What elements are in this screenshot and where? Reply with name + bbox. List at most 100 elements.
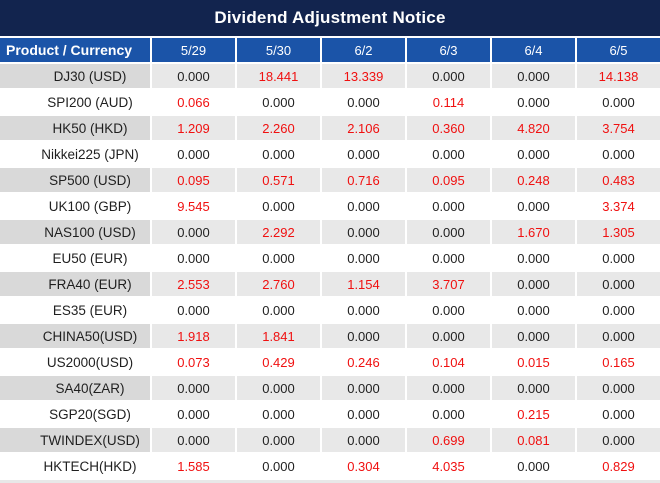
dividend-value: 0.095 bbox=[407, 168, 490, 192]
dividend-value: 0.000 bbox=[177, 146, 210, 162]
table-row: CHINA50(USD) 1.918 1.841 0.000 0.000 0.000 0.0… bbox=[0, 324, 660, 348]
dividend-value: 0.000 bbox=[432, 302, 465, 318]
dividend-value: 0.000 bbox=[407, 324, 490, 348]
dividend-value: 0.104 bbox=[432, 354, 465, 370]
dividend-value: 0.000 bbox=[152, 220, 235, 244]
table-row: Nikkei225 (JPN) 0.000 0.000 0.000 0.000 0.000… bbox=[0, 142, 660, 166]
product-name: FRA40 (EUR) bbox=[0, 272, 150, 296]
dividend-value: 0.095 bbox=[152, 168, 235, 192]
dividend-value: 0.000 bbox=[237, 428, 320, 452]
table-row: TWINDEX(USD) 0.000 0.000 0.000 0.699 0.081 0.0… bbox=[0, 428, 660, 452]
dividend-value: 2.292 bbox=[237, 220, 320, 244]
dividend-value: 0.000 bbox=[177, 302, 210, 318]
product-name: EU50 (EUR) bbox=[52, 250, 128, 266]
dividend-value: 0.000 bbox=[492, 64, 575, 88]
dividend-value: 4.820 bbox=[492, 116, 575, 140]
dividend-value: 0.000 bbox=[517, 198, 550, 214]
dividend-value: 3.374 bbox=[602, 198, 635, 214]
dividend-value: 0.000 bbox=[407, 220, 490, 244]
dividend-value: 0.000 bbox=[262, 250, 295, 266]
dividend-value: 2.106 bbox=[322, 116, 405, 140]
product-name: NAS100 (USD) bbox=[0, 220, 150, 244]
dividend-value: 0.000 bbox=[577, 428, 660, 452]
dividend-value: 0.000 bbox=[152, 376, 235, 400]
product-name: DJ30 (USD) bbox=[0, 64, 150, 88]
table-row: NAS100 (USD) 0.000 2.292 0.000 0.000 1.670 1.3… bbox=[0, 220, 660, 244]
table-row: SGP20(SGD) 0.000 0.000 0.000 0.000 0.215 0.000 bbox=[0, 402, 660, 426]
dividend-value: 1.918 bbox=[152, 324, 235, 348]
dividend-value: 1.305 bbox=[577, 220, 660, 244]
dividend-value: 0.000 bbox=[602, 94, 635, 110]
dividend-value: 0.000 bbox=[432, 250, 465, 266]
product-name: ES35 (EUR) bbox=[52, 302, 128, 318]
dividend-value: 2.553 bbox=[152, 272, 235, 296]
dividend-value: 0.073 bbox=[177, 354, 210, 370]
dividend-value: 0.246 bbox=[347, 354, 380, 370]
dividend-value: 0.000 bbox=[177, 250, 210, 266]
table-row: ES35 (EUR) 0.000 0.000 0.000 0.000 0.000 0.000 bbox=[0, 298, 660, 322]
product-name: SP500 (USD) bbox=[0, 168, 150, 192]
dividend-value: 0.215 bbox=[517, 406, 550, 422]
table-row: SP500 (USD) 0.095 0.571 0.716 0.095 0.248 0.48… bbox=[0, 168, 660, 192]
dividend-value: 0.000 bbox=[602, 146, 635, 162]
dividend-value: 0.000 bbox=[492, 272, 575, 296]
dividend-value: 2.760 bbox=[237, 272, 320, 296]
dividend-value: 0.000 bbox=[237, 376, 320, 400]
dividend-value: 0.000 bbox=[577, 324, 660, 348]
dividend-value: 1.585 bbox=[177, 458, 210, 474]
dividend-value: 0.000 bbox=[347, 406, 380, 422]
dividend-value: 0.165 bbox=[602, 354, 635, 370]
dividend-value: 0.483 bbox=[577, 168, 660, 192]
dividend-value: 0.000 bbox=[577, 376, 660, 400]
dividend-value: 0.000 bbox=[262, 94, 295, 110]
dividend-table: Product / Currency 5/29 5/30 6/2 6/3 6/4… bbox=[0, 38, 660, 478]
table-row: UK100 (GBP) 9.545 0.000 0.000 0.000 0.000 3.37… bbox=[0, 194, 660, 218]
product-name: SPI200 (AUD) bbox=[47, 94, 133, 110]
dividend-value: 0.571 bbox=[237, 168, 320, 192]
dividend-value: 0.000 bbox=[262, 146, 295, 162]
table-row: DJ30 (USD) 0.000 18.441 13.339 0.000 0.000 14.… bbox=[0, 64, 660, 88]
dividend-value: 0.000 bbox=[517, 458, 550, 474]
dividend-value: 0.000 bbox=[347, 302, 380, 318]
dividend-value: 0.000 bbox=[322, 376, 405, 400]
dividend-value: 0.716 bbox=[322, 168, 405, 192]
table-row: HKTECH(HKD) 1.585 0.000 0.304 4.035 0.000 0.82… bbox=[0, 454, 660, 478]
table-row: US2000(USD) 0.073 0.429 0.246 0.104 0.015 0.16… bbox=[0, 350, 660, 374]
product-name: Nikkei225 (JPN) bbox=[41, 146, 139, 162]
table-row: FRA40 (EUR) 2.553 2.760 1.154 3.707 0.000 0.00… bbox=[0, 272, 660, 296]
dividend-value: 0.000 bbox=[262, 302, 295, 318]
product-name: HKTECH(HKD) bbox=[43, 458, 137, 474]
dividend-value: 0.000 bbox=[517, 94, 550, 110]
dividend-value: 0.000 bbox=[602, 250, 635, 266]
column-header-date-3: 6/2 bbox=[322, 38, 405, 62]
dividend-value: 9.545 bbox=[177, 198, 210, 214]
dividend-value: 1.670 bbox=[492, 220, 575, 244]
dividend-value: 0.000 bbox=[602, 406, 635, 422]
dividend-value: 0.000 bbox=[577, 272, 660, 296]
dividend-value: 0.000 bbox=[177, 406, 210, 422]
product-name: SGP20(SGD) bbox=[49, 406, 131, 422]
product-name: CHINA50(USD) bbox=[0, 324, 150, 348]
partial-next-row-strip bbox=[0, 480, 660, 483]
dividend-value: 0.000 bbox=[322, 428, 405, 452]
dividend-value: 0.015 bbox=[517, 354, 550, 370]
dividend-value: 0.000 bbox=[492, 324, 575, 348]
dividend-value: 4.035 bbox=[432, 458, 465, 474]
dividend-value: 0.000 bbox=[517, 146, 550, 162]
dividend-value: 0.429 bbox=[262, 354, 295, 370]
dividend-value: 0.699 bbox=[407, 428, 490, 452]
dividend-value: 0.000 bbox=[347, 250, 380, 266]
dividend-value: 0.000 bbox=[347, 94, 380, 110]
dividend-value: 0.000 bbox=[262, 406, 295, 422]
dividend-value: 0.000 bbox=[347, 146, 380, 162]
dividend-value: 0.000 bbox=[517, 302, 550, 318]
page-title: Dividend Adjustment Notice bbox=[214, 8, 446, 27]
dividend-value: 0.000 bbox=[262, 198, 295, 214]
column-header-date-1: 5/29 bbox=[152, 38, 235, 62]
column-header-product-currency: Product / Currency bbox=[0, 38, 150, 62]
dividend-value: 0.000 bbox=[432, 146, 465, 162]
product-name: SA40(ZAR) bbox=[0, 376, 150, 400]
dividend-value: 0.066 bbox=[177, 94, 210, 110]
dividend-value: 0.248 bbox=[492, 168, 575, 192]
dividend-value: 0.000 bbox=[602, 302, 635, 318]
